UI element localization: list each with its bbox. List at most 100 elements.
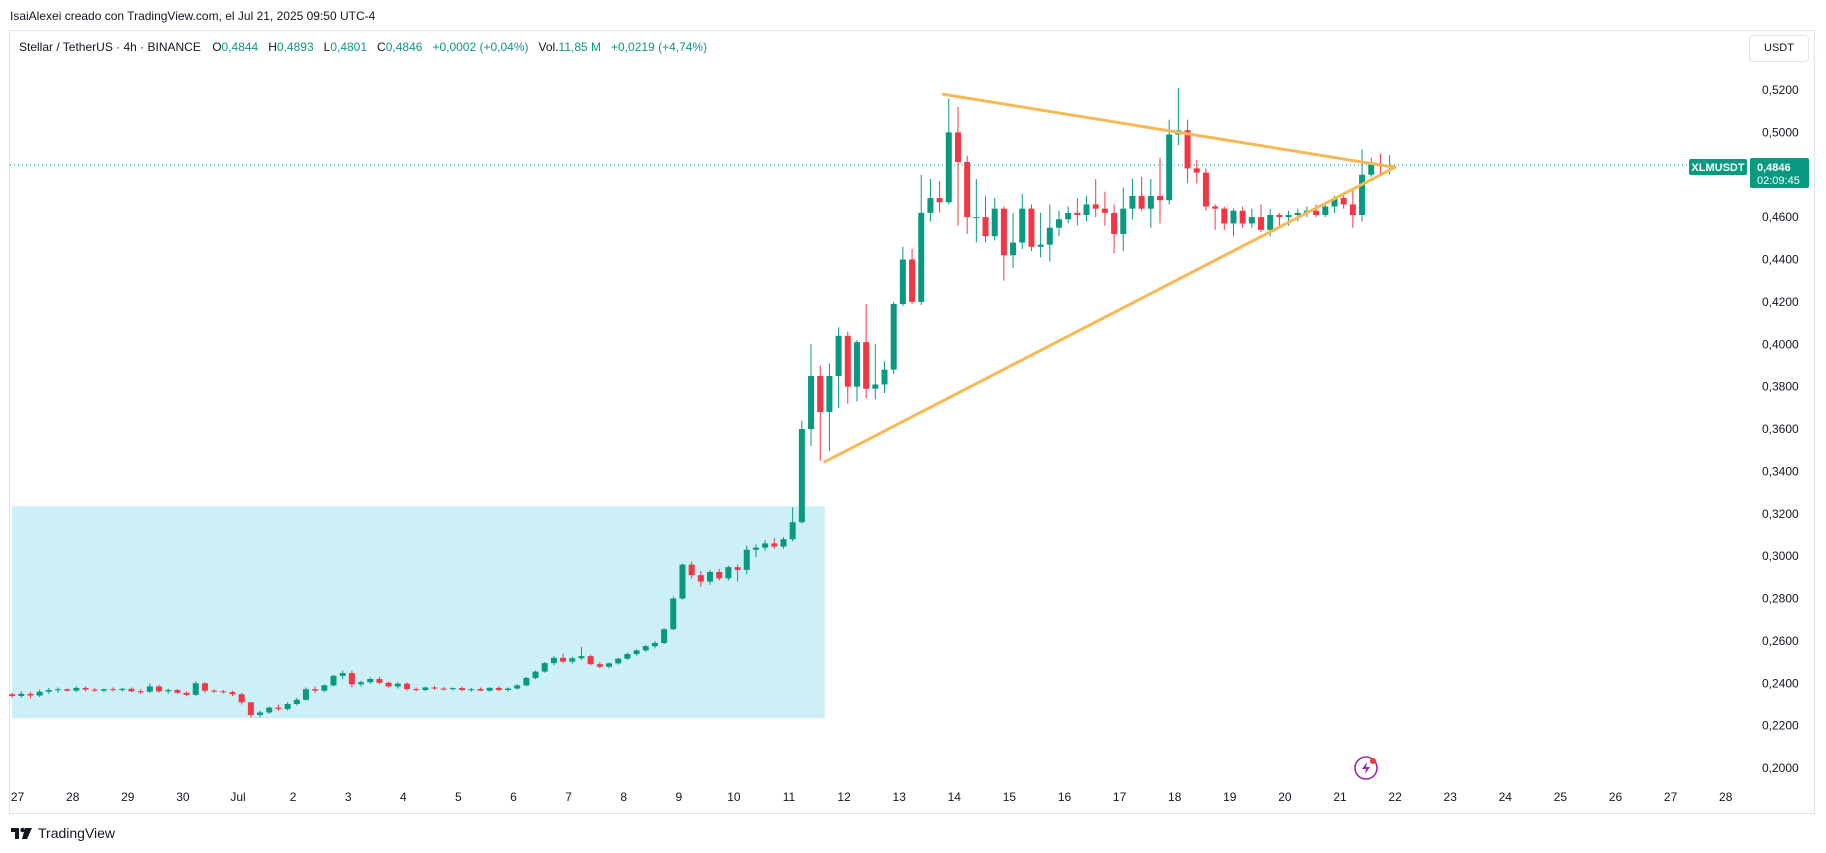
candle-body [670,598,677,630]
x-axis-tick-label: 23 [1444,790,1458,804]
candle-body [1230,210,1237,224]
candle-body [982,217,989,237]
close-label: C [377,40,386,54]
x-axis-tick-label: 12 [837,790,851,804]
x-axis-tick-label: 30 [176,790,190,804]
candle-body [762,543,769,548]
x-axis-tick-label: 11 [783,790,796,804]
candle-body [1138,195,1145,209]
consolidation-zone [12,506,825,719]
candle-body [716,572,723,579]
candle-body [1248,217,1255,224]
x-axis-tick-label: 25 [1554,790,1568,804]
candle-body [9,694,16,696]
candle-body [606,663,613,667]
candle-body [183,692,190,695]
tradingview-logo-icon [11,827,32,839]
candle-body [624,654,631,659]
candle-body [229,692,236,695]
candle-body [504,688,511,691]
candle-body [587,656,594,665]
candle-body [973,217,980,219]
candle-body [146,686,153,692]
candle-body [789,522,796,540]
price-tag-value: 0,4846 [1757,162,1791,174]
candle-body [449,688,456,690]
candle-body [156,686,163,692]
y-axis-tick-label: 0,3400 [1762,464,1799,478]
chart-credit: IsaiAlexei creado con TradingView.com, e… [10,9,376,23]
y-axis-tick-label: 0,2600 [1762,634,1799,648]
candle-body [1019,208,1026,243]
candle-body [36,691,43,696]
x-axis-tick-label: 8 [620,790,627,804]
volume-change: +0,0219 (+4,74%) [611,40,708,54]
y-axis-tick-label: 0,3000 [1762,549,1799,563]
x-axis-tick-label: 21 [1333,790,1347,804]
candle-body [964,162,971,218]
candle-body [523,677,530,686]
x-axis-tick-label: 7 [565,790,572,804]
tradingview-logo[interactable]: TradingView [11,825,115,841]
candle-body [1129,195,1136,209]
lightning-icon[interactable] [1354,756,1378,780]
candle-body [633,650,640,655]
candle-body [909,259,916,302]
candle-body [936,198,943,203]
price-tag: XLMUSDT 0,4846 02:09:45 [1689,158,1809,188]
candle-body [165,690,172,692]
x-axis-tick-label: 19 [1223,790,1237,804]
candle-body [73,687,80,691]
candle-body [743,549,750,570]
close-value: 0,4846 [385,40,423,54]
triangle-lower-line [823,165,1397,464]
candle-body [835,335,842,377]
candle-body [697,575,704,582]
y-axis-tick-label: 0,2000 [1762,761,1799,775]
candle-body [1000,208,1007,256]
candle-body [477,689,484,691]
candle-body [220,691,227,693]
candle-body [899,259,906,304]
x-axis-tick-label: 18 [1168,790,1182,804]
candle-body [752,547,759,550]
candle-body [1202,172,1209,207]
x-axis-tick-label: 6 [510,790,517,804]
candle-body [302,689,309,700]
candle-body [440,688,447,690]
candle-body [578,656,585,659]
candle-body [725,567,732,579]
currency-button[interactable]: USDT [1749,35,1809,62]
candle-body [734,567,741,570]
candle-body [1359,174,1366,216]
candle-body [100,689,107,691]
candle-body [238,694,245,703]
candle-body [1166,134,1173,201]
candle-body [1055,219,1062,228]
x-axis-tick-label: 29 [121,790,135,804]
ohlc-legend: Stellar / TetherUS · 4h · BINANCE O0,484… [19,40,707,54]
x-axis-tick-label: 28 [1719,790,1733,804]
y-axis-tick-label: 0,3200 [1762,507,1799,521]
candle-body [1120,208,1127,235]
x-axis-tick-label: 14 [948,790,962,804]
price-tag-symbol-bg [1689,159,1747,175]
low-value: 0,4801 [330,40,368,54]
candle-body [110,689,117,691]
candle-body [1157,195,1164,201]
candle-body [312,689,319,691]
candle-body [771,543,778,547]
x-axis-tick-label: 24 [1499,790,1513,804]
symbol-title[interactable]: Stellar / TetherUS · 4h · BINANCE [19,40,201,54]
y-axis-tick-label: 0,4200 [1762,295,1799,309]
candle-body [826,376,833,413]
candle-body [174,690,181,693]
candle-body [55,689,62,691]
candle-body [266,707,273,713]
candle-body [1147,195,1154,209]
candle-body [284,704,291,710]
candle-body [339,673,346,676]
candle-body [1028,208,1035,247]
y-axis-tick-label: 0,4600 [1762,210,1799,224]
